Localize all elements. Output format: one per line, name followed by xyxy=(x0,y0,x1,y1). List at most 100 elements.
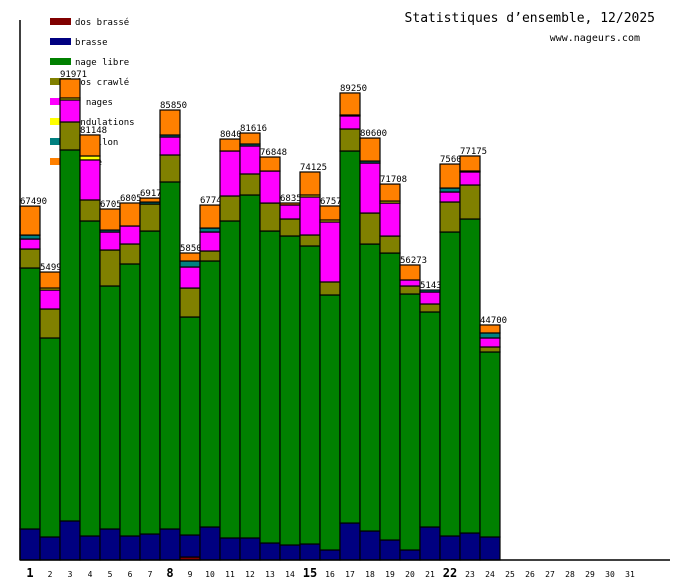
bar-segment xyxy=(119,263,141,537)
bar-segment xyxy=(39,337,61,538)
total-label: 5499 xyxy=(40,263,62,273)
bar-segment xyxy=(259,542,281,561)
total-label: 6835 xyxy=(280,194,302,204)
bar-segment xyxy=(459,171,481,186)
bar-segment xyxy=(279,204,301,220)
x-tick-label: 25 xyxy=(505,570,515,579)
bar-segment xyxy=(139,230,161,535)
bar-segment xyxy=(19,238,41,250)
total-label: 67490 xyxy=(20,197,47,207)
bar-segment xyxy=(479,324,501,334)
bar-segment xyxy=(119,535,141,561)
total-label: 6805 xyxy=(120,194,142,204)
x-tick-label: 8 xyxy=(166,566,173,580)
x-tick-labels: 1 2 3 4 5 6 7 8 9 10 11 12 13 14 15 16 17 18 19 20 21 22 23 24 2… xyxy=(26,566,635,580)
bar-segment xyxy=(299,196,321,236)
bar-segment xyxy=(359,137,381,162)
bar-segment xyxy=(199,260,221,528)
bar-segment xyxy=(439,201,461,233)
bar-segment xyxy=(399,293,421,551)
bar-segment xyxy=(59,121,81,151)
total-label: 71708 xyxy=(380,175,407,185)
bar-segment xyxy=(219,220,241,539)
bar-segment xyxy=(179,252,201,262)
bar-segment xyxy=(359,212,381,245)
total-label: 56273 xyxy=(400,256,427,266)
total-label: 80600 xyxy=(360,129,387,139)
bar-day-20: 56273 xyxy=(399,256,427,561)
bar-segment xyxy=(419,526,441,561)
bar-segment xyxy=(379,202,401,237)
x-tick-label: 22 xyxy=(443,566,457,580)
x-tick-label: 2 xyxy=(48,570,53,579)
total-label: 74125 xyxy=(300,163,327,173)
bar-segment xyxy=(419,303,441,313)
bar-day-14: 6835 xyxy=(279,194,302,561)
total-label: 81148 xyxy=(80,126,107,136)
bar-segment xyxy=(339,150,361,524)
x-tick-label: 21 xyxy=(425,570,435,579)
bar-segment xyxy=(99,208,121,231)
bar-day-24: 44700 xyxy=(479,316,507,561)
bar-segment xyxy=(199,231,221,252)
total-label: 91971 xyxy=(60,70,87,80)
bar-segment xyxy=(399,285,421,295)
bar-segment xyxy=(239,537,261,561)
bar-segment xyxy=(39,289,61,310)
bar-segment xyxy=(119,225,141,245)
bar-segment xyxy=(319,549,341,561)
bar-segment xyxy=(419,291,441,305)
legend-swatch-0 xyxy=(50,18,71,25)
bar-segment xyxy=(339,115,361,130)
bar-segment xyxy=(379,235,401,254)
bar-day-19: 71708 xyxy=(379,175,407,561)
total-label: 6917 xyxy=(140,189,162,199)
bar-segment xyxy=(59,520,81,561)
bar-segment xyxy=(159,136,181,156)
chart-subtitle: www.nageurs.com xyxy=(550,33,640,44)
bar-segment xyxy=(79,199,101,222)
bar-segment xyxy=(479,536,501,561)
x-tick-label: 4 xyxy=(88,570,93,579)
total-label: 89250 xyxy=(340,84,367,94)
legend-swatch-2 xyxy=(50,58,71,65)
bar-day-7: 6917 xyxy=(139,189,162,561)
bar-segment xyxy=(259,170,281,204)
x-tick-label: 30 xyxy=(605,570,615,579)
legend-label: dos crawlé xyxy=(75,77,129,88)
x-tick-label: 15 xyxy=(303,566,317,580)
bar-segment xyxy=(459,184,481,220)
total-label: 7560 xyxy=(440,155,462,165)
bar-segment xyxy=(99,528,121,561)
bar-segment xyxy=(179,260,201,268)
bar-day-5: 6705 xyxy=(99,200,122,561)
bar-day-12: 81616 xyxy=(239,124,267,561)
x-tick-label: 24 xyxy=(485,570,495,579)
bar-segment xyxy=(59,149,81,522)
bar-segment xyxy=(359,243,381,532)
bar-segment xyxy=(439,231,461,537)
x-tick-label: 19 xyxy=(385,570,395,579)
bar-segment xyxy=(459,155,481,172)
total-label: 8040 xyxy=(220,130,242,140)
bar-segment xyxy=(219,537,241,561)
x-tick-label: 11 xyxy=(225,570,235,579)
bar-segment xyxy=(339,522,361,561)
bar-segment xyxy=(179,534,201,558)
bar-day-9: 5850 xyxy=(179,244,202,561)
x-tick-label: 6 xyxy=(128,570,133,579)
bar-segment xyxy=(259,202,281,232)
bar-segment xyxy=(159,181,181,530)
bar-segment xyxy=(279,544,301,561)
bar-segment xyxy=(159,109,181,136)
bar-day-22: 7560 xyxy=(439,155,462,561)
x-tick-label: 13 xyxy=(265,570,275,579)
bar-segment xyxy=(99,249,121,287)
total-label: 6705 xyxy=(100,200,122,210)
bar-segment xyxy=(359,530,381,561)
x-tick-label: 20 xyxy=(405,570,415,579)
x-tick-label: 18 xyxy=(365,570,375,579)
bar-segment xyxy=(199,204,221,229)
bar-segment xyxy=(19,248,41,269)
